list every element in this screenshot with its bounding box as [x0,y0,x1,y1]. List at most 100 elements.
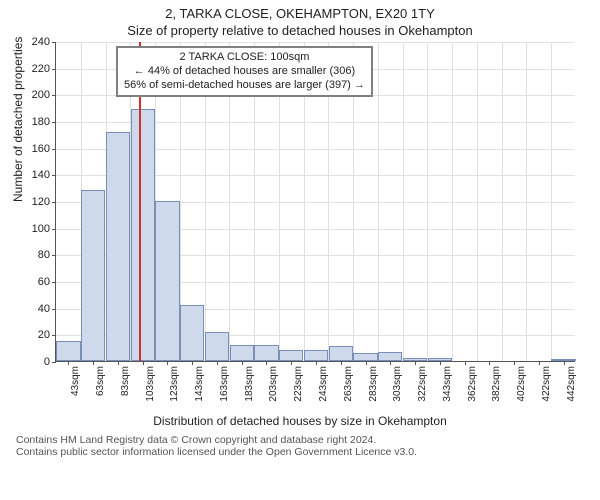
xtick-mark [68,361,69,365]
xtick-label: 183sqm [244,366,255,416]
ytick-mark [52,95,56,96]
xtick-mark [390,361,391,365]
ytick-label: 20 [20,329,50,341]
ytick-label: 200 [20,89,50,101]
xtick-label: 402sqm [516,366,527,416]
ytick-label: 40 [20,303,50,315]
xtick-label: 283sqm [368,366,379,416]
bar [279,350,303,361]
bar [180,305,204,361]
xtick-label: 43sqm [70,366,81,416]
xtick-mark [341,361,342,365]
xtick-mark [489,361,490,365]
ytick-label: 80 [20,249,50,261]
ytick-mark [52,122,56,123]
xtick-label: 203sqm [268,366,279,416]
chart-subtitle: Size of property relative to detached ho… [0,23,600,38]
ytick-label: 240 [20,36,50,48]
xtick-label: 83sqm [120,366,131,416]
xtick-label: 143sqm [194,366,205,416]
annotation-line: 56% of semi-detached houses are larger (… [124,79,365,93]
xtick-label: 223sqm [293,366,304,416]
xtick-label: 343sqm [442,366,453,416]
gridline-v [502,42,503,361]
xtick-mark [440,361,441,365]
xtick-mark [514,361,515,365]
xtick-mark [316,361,317,365]
xtick-label: 243sqm [318,366,329,416]
xtick-mark [217,361,218,365]
gridline-h [56,42,575,43]
bar [106,132,130,361]
ytick-label: 100 [20,223,50,235]
xtick-label: 163sqm [219,366,230,416]
gridline-v [477,42,478,361]
bar [329,346,353,361]
bar [131,109,155,361]
xtick-label: 382sqm [491,366,502,416]
ytick-mark [52,362,56,363]
bar [56,341,80,361]
xtick-mark [143,361,144,365]
ytick-mark [52,309,56,310]
xtick-mark [266,361,267,365]
address-title: 2, TARKA CLOSE, OKEHAMPTON, EX20 1TY [0,6,600,21]
xtick-mark [167,361,168,365]
annotation-line: 2 TARKA CLOSE: 100sqm [124,51,365,65]
ytick-mark [52,69,56,70]
gridline-v [378,42,379,361]
ytick-label: 120 [20,196,50,208]
ytick-label: 140 [20,169,50,181]
xtick-mark [93,361,94,365]
ytick-mark [52,175,56,176]
xtick-label: 322sqm [417,366,428,416]
ytick-label: 220 [20,63,50,75]
xtick-mark [564,361,565,365]
ytick-mark [52,335,56,336]
xtick-label: 123sqm [169,366,180,416]
plot-area: 2 TARKA CLOSE: 100sqm← 44% of detached h… [55,42,575,362]
ytick-mark [52,42,56,43]
xtick-label: 362sqm [467,366,478,416]
bar [304,350,328,361]
gridline-v [452,42,453,361]
ytick-label: 160 [20,143,50,155]
xtick-mark [192,361,193,365]
ytick-label: 0 [20,356,50,368]
xtick-label: 303sqm [392,366,403,416]
xtick-mark [366,361,367,365]
xtick-mark [118,361,119,365]
gridline-v [526,42,527,361]
ytick-mark [52,255,56,256]
gridline-v [403,42,404,361]
gridline-v [427,42,428,361]
bar [230,345,254,361]
annotation-line: ← 44% of detached houses are smaller (30… [124,65,365,79]
x-axis-label: Distribution of detached houses by size … [0,414,600,428]
annotation-box: 2 TARKA CLOSE: 100sqm← 44% of detached h… [116,46,373,97]
ytick-label: 180 [20,116,50,128]
footer-line-2: Contains public sector information licen… [16,446,584,458]
xtick-label: 442sqm [566,366,577,416]
xtick-mark [291,361,292,365]
xtick-mark [539,361,540,365]
ytick-mark [52,149,56,150]
gridline-v [551,42,552,361]
bar [205,332,229,361]
xtick-label: 263sqm [343,366,354,416]
bar [155,201,179,361]
bar [254,345,278,361]
xtick-label: 63sqm [95,366,106,416]
footer-line-1: Contains HM Land Registry data © Crown c… [16,434,584,446]
ytick-mark [52,202,56,203]
bar [81,190,105,361]
xtick-label: 103sqm [145,366,156,416]
xtick-mark [242,361,243,365]
bar [378,352,402,361]
footer-attribution: Contains HM Land Registry data © Crown c… [16,434,584,458]
ytick-label: 60 [20,276,50,288]
ytick-mark [52,229,56,230]
ytick-mark [52,282,56,283]
xtick-mark [465,361,466,365]
xtick-mark [415,361,416,365]
